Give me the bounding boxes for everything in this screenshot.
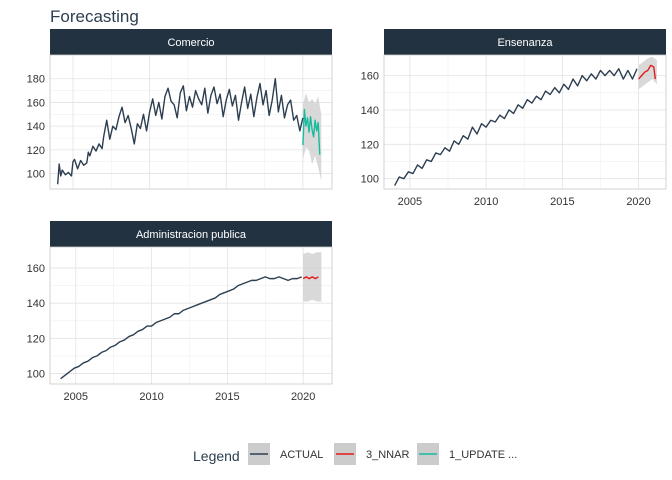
x-tick-label: 2020	[291, 391, 315, 403]
x-tick-label: 2010	[139, 391, 163, 403]
panel-border	[383, 54, 667, 190]
chart-title: Forecasting	[50, 7, 139, 26]
x-tick-label: 2010	[474, 196, 498, 208]
y-tick-label: 120	[27, 145, 45, 157]
series-line-1-update	[302, 108, 321, 155]
y-tick-label: 180	[27, 74, 45, 86]
legend-label: 3_NNAR	[366, 449, 409, 461]
legend-title: Legend	[193, 448, 240, 464]
panel-ensenanza: Ensenanza 100 120 140 160 2005 2010 2015 2020	[361, 29, 667, 208]
facet-strip	[384, 29, 666, 55]
y-tick-label: 100	[361, 174, 379, 186]
y-tick-label: 140	[361, 105, 379, 117]
y-tick-label: 160	[27, 97, 45, 109]
series-line-actual	[394, 68, 638, 186]
facet-strip-label: Administracion publica	[136, 229, 247, 241]
y-tick-label: 100	[27, 169, 45, 181]
x-tick-label: 2020	[626, 196, 650, 208]
forecast-interval-band	[638, 56, 657, 90]
x-tick-label: 2005	[64, 391, 88, 403]
facet-strip	[50, 221, 332, 247]
series-line-actual	[56, 78, 304, 185]
legend-key-1-update: 1_UPDATE ...	[417, 443, 517, 465]
plot-area	[384, 55, 666, 189]
legend-key-actual: ACTUAL	[248, 443, 323, 465]
legend-key-3-nnar: 3_NNAR	[334, 443, 409, 465]
facet-strip-label: Comercio	[167, 37, 214, 49]
plot-area	[50, 55, 332, 189]
facet-strip	[50, 29, 332, 55]
x-tick-label: 2015	[550, 196, 574, 208]
y-tick-label: 100	[27, 368, 45, 380]
y-tick-label: 120	[27, 333, 45, 345]
x-tick-label: 2015	[215, 391, 239, 403]
series-line-3-nnar	[302, 276, 319, 280]
legend-label: 1_UPDATE ...	[449, 449, 517, 461]
panel-border	[49, 246, 333, 385]
panel-administracion-publica: Administracion publica 100 120 140 160 2005 20…	[27, 221, 333, 403]
facet-strip-label: Ensenanza	[497, 37, 553, 49]
panel-comercio: Comercio 100 120 140 160 180	[27, 29, 333, 190]
legend-label: ACTUAL	[280, 449, 323, 461]
y-tick-label: 160	[361, 71, 379, 83]
series-line-actual	[60, 276, 302, 380]
y-tick-label: 160	[27, 263, 45, 275]
panel-border	[49, 54, 333, 190]
x-tick-label: 2005	[398, 196, 422, 208]
legend: Legend ACTUAL 3_NNAR 1_UPDATE ...	[193, 443, 517, 465]
plot-area	[50, 247, 332, 384]
series-line-3-nnar	[638, 64, 657, 80]
y-tick-label: 120	[361, 139, 379, 151]
y-tick-label: 140	[27, 298, 45, 310]
forecast-interval-band	[302, 92, 322, 181]
facet-panels: Comercio 100 120 140 160 180 Ensenanza 100 120 14…	[27, 29, 667, 403]
y-tick-label: 140	[27, 121, 45, 133]
